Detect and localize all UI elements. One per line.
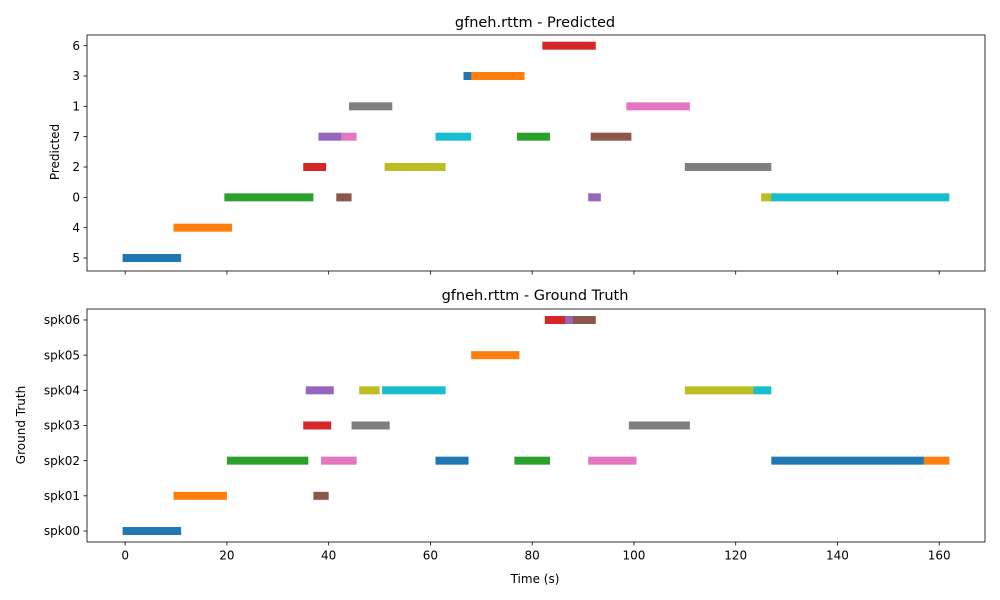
ground-truth-segments	[122, 315, 950, 535]
predicted-title: gfneh.rttm - Predicted	[455, 15, 615, 31]
predicted-segment-1-16	[626, 102, 690, 111]
predicted-segment-3-10	[463, 72, 474, 81]
ground-truth-title: gfneh.rttm - Ground Truth	[442, 288, 629, 304]
predicted-segment-5-0	[122, 254, 182, 262]
ground-truth-panel: gfneh.rttm - Ground Truth Ground Truth s…	[14, 288, 986, 586]
predicted-panel: gfneh.rttm - Predicted Predicted 5 4 0 2 7 1 3…	[48, 15, 986, 275]
ground-truth-x-ticks: 0 20 40 60 80 100 120 140 160	[121, 542, 951, 563]
predicted-y-tick-label: 5	[72, 251, 80, 265]
ground-truth-y-tick-label: spk00	[44, 524, 80, 538]
ground-truth-x-tick-label: 100	[622, 549, 645, 563]
ground-truth-y-tick-label: spk06	[44, 313, 80, 327]
predicted-segment-7-9	[435, 132, 472, 141]
ground-truth-y-tick-label: spk04	[44, 384, 80, 398]
ground-truth-segment-spk06-13	[544, 315, 568, 324]
predicted-y-ticks: 5 4 0 2 7 1 3 6	[72, 39, 87, 265]
ground-truth-y-tick-label: spk02	[44, 454, 80, 468]
ground-truth-segment-spk05-11	[471, 351, 520, 360]
ground-truth-x-tick-label: 40	[321, 549, 336, 563]
predicted-y-axis-label: Predicted	[48, 124, 62, 180]
ground-truth-segment-spk02-20	[771, 456, 924, 465]
predicted-segments	[122, 41, 950, 262]
ground-truth-segment-spk03-3	[303, 421, 332, 430]
predicted-segment-2-8	[384, 163, 446, 172]
ground-truth-x-tick-label: 20	[219, 549, 234, 563]
ground-truth-x-tick-label: 140	[826, 549, 849, 563]
ground-truth-segment-spk02-12	[514, 456, 550, 465]
predicted-segment-4-1	[173, 223, 232, 232]
ground-truth-segment-spk00-0	[122, 527, 182, 535]
predicted-segment-1-7	[349, 102, 393, 111]
predicted-y-tick-label: 6	[72, 39, 80, 53]
ground-truth-segment-spk01-1	[173, 491, 227, 500]
predicted-segment-7-6	[341, 132, 357, 141]
predicted-segment-2-3	[303, 163, 327, 172]
predicted-segment-7-15	[590, 132, 632, 141]
ground-truth-segment-spk04-19	[753, 386, 772, 395]
predicted-segment-2-17	[684, 163, 772, 172]
ground-truth-y-ticks: spk00 spk01 spk02 spk03 spk04 spk05 spk06	[44, 313, 87, 538]
ground-truth-segment-spk02-16	[588, 456, 637, 465]
ground-truth-y-tick-label: spk05	[44, 348, 80, 362]
ground-truth-segment-spk02-10	[435, 456, 469, 465]
ground-truth-segment-spk04-4	[305, 386, 334, 395]
predicted-y-tick-label: 3	[72, 69, 80, 83]
predicted-y-tick-label: 4	[72, 221, 80, 235]
predicted-segment-6-13	[542, 41, 596, 50]
predicted-y-tick-label: 7	[72, 130, 80, 144]
predicted-segment-0-5	[336, 193, 352, 202]
predicted-x-ticks	[124, 271, 940, 275]
predicted-segment-7-4	[318, 132, 342, 141]
ground-truth-axes-frame	[86, 308, 986, 543]
ground-truth-segment-spk01-5	[313, 491, 329, 500]
ground-truth-segment-spk03-17	[628, 421, 690, 430]
predicted-segment-7-12	[516, 132, 550, 141]
ground-truth-segment-spk02-21	[923, 456, 950, 465]
ground-truth-segment-spk02-2	[226, 456, 309, 465]
predicted-y-tick-label: 1	[72, 100, 80, 114]
predicted-axes-frame	[86, 34, 986, 272]
predicted-segment-0-19	[771, 193, 950, 202]
ground-truth-y-tick-label: spk01	[44, 489, 80, 503]
ground-truth-segment-spk02-6	[321, 456, 357, 465]
ground-truth-y-axis-label: Ground Truth	[14, 386, 28, 464]
ground-truth-x-tick-label: 60	[423, 549, 438, 563]
ground-truth-y-tick-label: spk03	[44, 419, 80, 433]
ground-truth-x-tick-label: 0	[121, 549, 129, 563]
predicted-segment-0-2	[224, 193, 314, 202]
ground-truth-segment-spk03-7	[351, 421, 390, 430]
ground-truth-segment-spk04-9	[382, 386, 446, 395]
ground-truth-segment-spk04-8	[359, 386, 380, 395]
predicted-segment-0-18	[761, 193, 774, 202]
predicted-segment-3-11	[471, 72, 525, 81]
ground-truth-x-tick-label: 120	[724, 549, 747, 563]
ground-truth-x-tick-label: 160	[928, 549, 951, 563]
ground-truth-segment-spk06-14	[565, 315, 576, 324]
ground-truth-segment-spk04-18	[684, 386, 754, 395]
ground-truth-segment-spk06-15	[572, 315, 596, 324]
predicted-y-tick-label: 0	[72, 191, 80, 205]
ground-truth-x-axis-label: Time (s)	[510, 572, 560, 586]
predicted-segment-0-14	[588, 193, 601, 202]
predicted-y-tick-label: 2	[72, 160, 80, 174]
ground-truth-x-tick-label: 80	[525, 549, 540, 563]
